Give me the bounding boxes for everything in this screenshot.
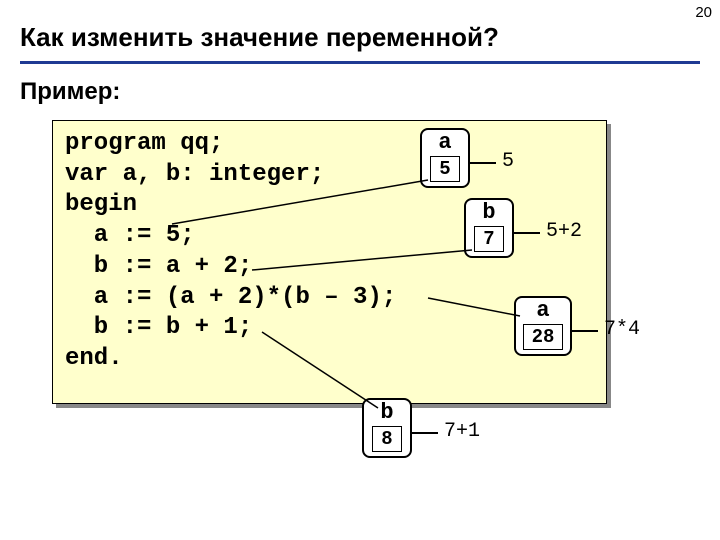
title-underline — [20, 61, 700, 64]
var-label: b — [466, 200, 512, 224]
code-block: program qq; var a, b: integer; begin a :… — [52, 120, 607, 404]
var-value: 5 — [430, 156, 459, 182]
code-line: program qq; — [65, 130, 223, 157]
connector-line — [470, 162, 496, 164]
code-line: a := 5; — [65, 222, 195, 249]
expr-a1: 5 — [502, 150, 514, 173]
callout-a1: a 5 — [420, 128, 470, 188]
expr-a2: 7*4 — [604, 318, 640, 341]
slide-title: Как изменить значение переменной? — [0, 0, 720, 61]
expr-b2: 7+1 — [444, 420, 480, 443]
callout-a2: a 28 — [514, 296, 572, 356]
page-number: 20 — [695, 4, 712, 21]
code-line: begin — [65, 191, 137, 218]
connector-line — [514, 232, 540, 234]
var-label: a — [422, 130, 468, 154]
code-line: b := b + 1; — [65, 314, 252, 341]
var-value: 8 — [372, 426, 401, 452]
callout-b1: b 7 — [464, 198, 514, 258]
callout-b2: b 8 — [362, 398, 412, 458]
var-value: 7 — [474, 226, 503, 252]
var-value: 28 — [523, 324, 564, 350]
var-label: b — [364, 400, 410, 424]
code-line: b := a + 2; — [65, 253, 252, 280]
code-line: var a, b: integer; — [65, 161, 324, 188]
expr-b1: 5+2 — [546, 220, 582, 243]
connector-line — [572, 330, 598, 332]
connector-line — [412, 432, 438, 434]
subtitle-label: Пример: — [0, 78, 720, 112]
code-line: a := (a + 2)*(b – 3); — [65, 284, 396, 311]
var-label: a — [516, 298, 570, 322]
code-line: end. — [65, 345, 123, 372]
